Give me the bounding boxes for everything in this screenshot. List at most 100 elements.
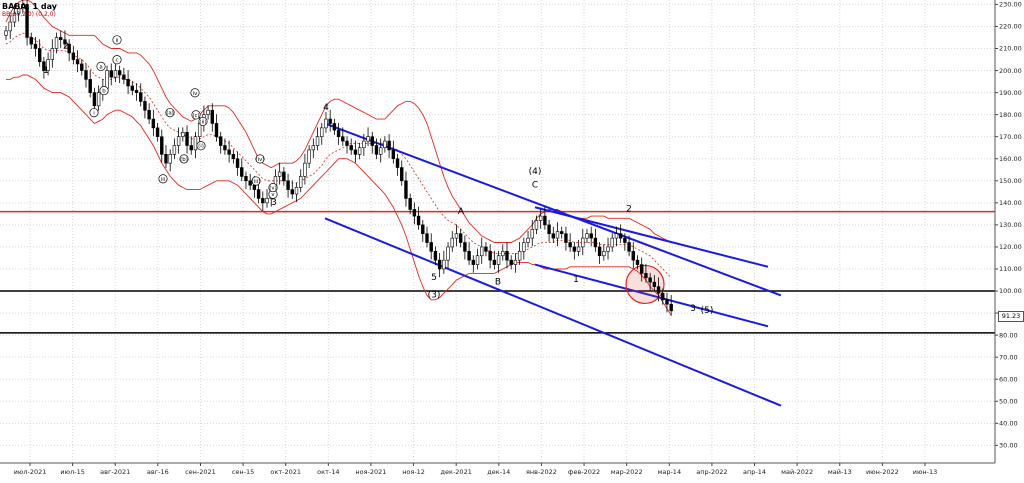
x-tick-label: окт-2021 <box>270 468 301 476</box>
candle <box>517 242 522 266</box>
candle-body <box>437 259 442 270</box>
x-tick-label: окт-14 <box>317 468 339 476</box>
candle-body <box>265 198 269 204</box>
candle-body <box>29 37 33 45</box>
candle <box>261 191 265 211</box>
candle-body <box>75 59 80 65</box>
candle <box>155 123 160 142</box>
wave-label-text: 1 <box>43 66 49 76</box>
y-tick-label: 120.00 <box>999 243 1022 251</box>
wave-label-text: (b) <box>180 157 188 163</box>
candle-body <box>391 149 396 160</box>
highlight-circle <box>625 264 665 305</box>
candle-body <box>442 259 446 270</box>
wave-label-text: A <box>458 207 465 217</box>
candle <box>408 193 412 215</box>
x-tick-label: май-2022 <box>781 468 813 476</box>
candle <box>185 125 189 154</box>
candle <box>652 275 657 292</box>
candle-body <box>471 259 476 265</box>
candle <box>400 160 404 186</box>
candle-body <box>219 136 223 146</box>
candle-body <box>564 233 568 243</box>
candle-body <box>450 237 454 248</box>
candle <box>564 226 568 251</box>
candle-body <box>429 242 433 252</box>
candle-body <box>517 251 522 261</box>
wave-label-text: C <box>532 180 538 190</box>
candle <box>84 63 88 88</box>
candle <box>357 142 362 160</box>
candle-body <box>134 90 139 93</box>
wave-label: (iii) <box>251 176 261 186</box>
candle-body <box>193 136 198 151</box>
candle <box>374 138 379 160</box>
candle-body <box>151 118 156 129</box>
wave-circle <box>251 176 261 186</box>
candle-body <box>25 4 29 38</box>
candle-body <box>12 12 17 23</box>
last-price-label: 91.23 <box>998 311 1024 322</box>
candle-body <box>551 233 556 239</box>
candle-body <box>425 233 429 243</box>
wave-label-text: 3 <box>271 198 277 208</box>
candle-body <box>42 61 46 71</box>
wave-label: 2 <box>626 205 632 215</box>
candle <box>589 226 593 247</box>
candle-body <box>176 136 181 146</box>
candle-body <box>126 79 130 87</box>
candle-body <box>661 292 665 301</box>
candle-body <box>501 251 505 257</box>
candle-body <box>223 145 227 151</box>
candle-body <box>50 48 55 60</box>
wave-label: ii <box>112 35 122 45</box>
candle-body <box>366 136 370 142</box>
candle <box>290 180 294 199</box>
wave-label: iii <box>158 174 168 184</box>
x-tick-label: ноя-12 <box>402 468 425 476</box>
candle <box>80 59 84 76</box>
candle <box>416 206 421 230</box>
wave-label: 2 <box>63 42 69 52</box>
candle-body <box>404 180 408 199</box>
wave-label: i <box>89 108 99 118</box>
candle <box>320 123 324 145</box>
candle <box>42 56 46 79</box>
candle <box>37 39 42 67</box>
candle-body <box>164 154 168 164</box>
candle-body <box>206 109 210 115</box>
wave-label-text: 1 <box>573 275 579 285</box>
candle-body <box>357 147 362 155</box>
candle-body <box>80 63 84 71</box>
candle-body <box>261 198 265 204</box>
candle <box>429 233 433 260</box>
wave-label-text: (3) <box>428 291 441 301</box>
wave-label: 4 <box>323 103 329 113</box>
candle-body <box>627 242 631 252</box>
candle-body <box>345 140 349 146</box>
wave-label: (3) <box>428 291 441 301</box>
candle-body <box>593 237 598 248</box>
x-tick-label: мар-2022 <box>611 468 643 476</box>
x-tick-label: янв-2022 <box>526 468 557 476</box>
candle-body <box>669 303 673 312</box>
wave-label-text: (ii) <box>199 119 206 125</box>
wave-label: 3 <box>271 198 277 208</box>
candle <box>21 0 25 14</box>
candle <box>328 109 332 132</box>
candle <box>54 32 59 54</box>
candle-body <box>446 246 450 261</box>
candle <box>143 96 147 119</box>
candle <box>151 109 156 137</box>
wave-circle <box>99 86 109 96</box>
candle-body <box>581 237 585 248</box>
candle <box>324 112 328 133</box>
x-tick-label: июл-2021 <box>14 468 47 476</box>
candle-body <box>185 131 189 146</box>
candle-body <box>59 37 63 40</box>
wave-label: C <box>532 180 538 190</box>
candles <box>4 0 673 316</box>
candle-body <box>248 180 252 186</box>
wave-label-text: B <box>495 277 501 287</box>
